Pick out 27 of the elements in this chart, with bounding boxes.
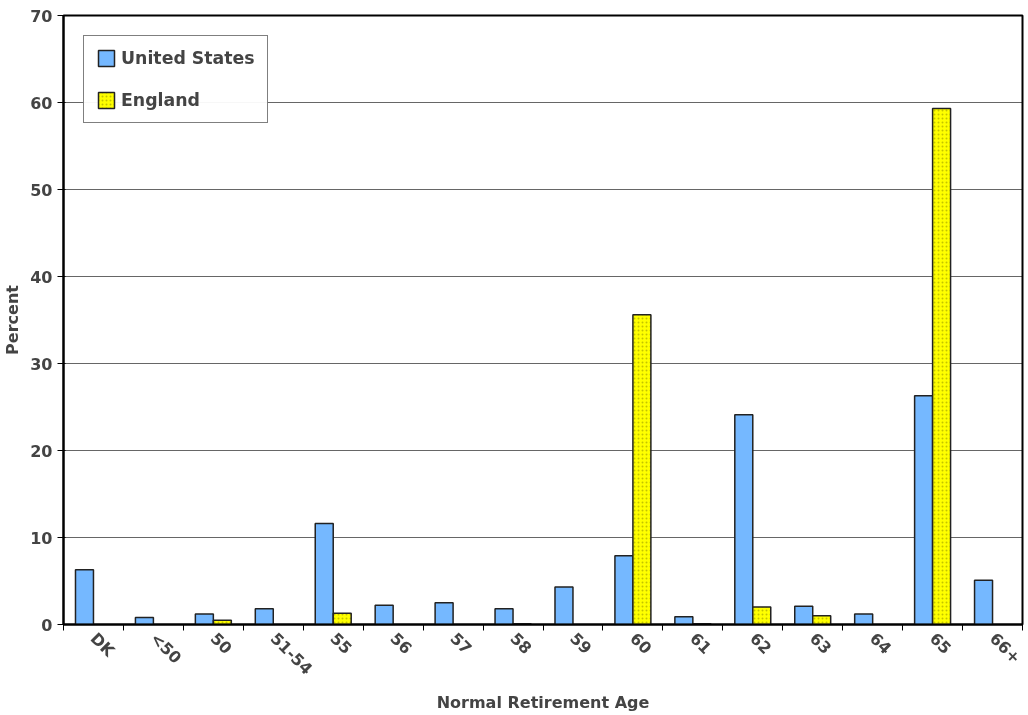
x-tick-label: 60: [626, 628, 656, 658]
y-tick-label: 30: [30, 354, 53, 374]
x-axis-title: Normal Retirement Age: [436, 693, 650, 713]
legend-label: England: [121, 90, 200, 110]
x-tick-label: 50: [206, 628, 236, 658]
x-tick-label: 66+: [985, 628, 1025, 668]
x-tick-label: <50: [146, 628, 186, 668]
x-tick-label: 65: [925, 628, 956, 658]
x-tick-label: DK: [86, 628, 119, 661]
x-tick-label: 56: [386, 628, 416, 658]
x-tick-label: 57: [446, 628, 476, 658]
x-tick-label: 55: [326, 628, 356, 658]
x-tick-label: 59: [566, 628, 596, 658]
y-tick-label: 50: [30, 180, 53, 200]
x-tick-label: 62: [746, 628, 776, 658]
y-axis-title: Percent: [3, 284, 23, 355]
y-tick-label: 20: [30, 441, 53, 461]
x-tick-label: 58: [506, 628, 536, 658]
x-tick-label: 64: [865, 628, 896, 658]
y-tick-label: 60: [30, 93, 53, 113]
y-tick-label: 70: [30, 6, 53, 26]
y-tick-label: 0: [41, 615, 53, 635]
x-tick-label: 63: [806, 628, 836, 658]
legend-label: United States: [121, 48, 255, 68]
x-tick-label: 61: [686, 628, 716, 658]
y-tick-label: 10: [30, 528, 53, 548]
y-tick-label: 40: [30, 267, 53, 287]
